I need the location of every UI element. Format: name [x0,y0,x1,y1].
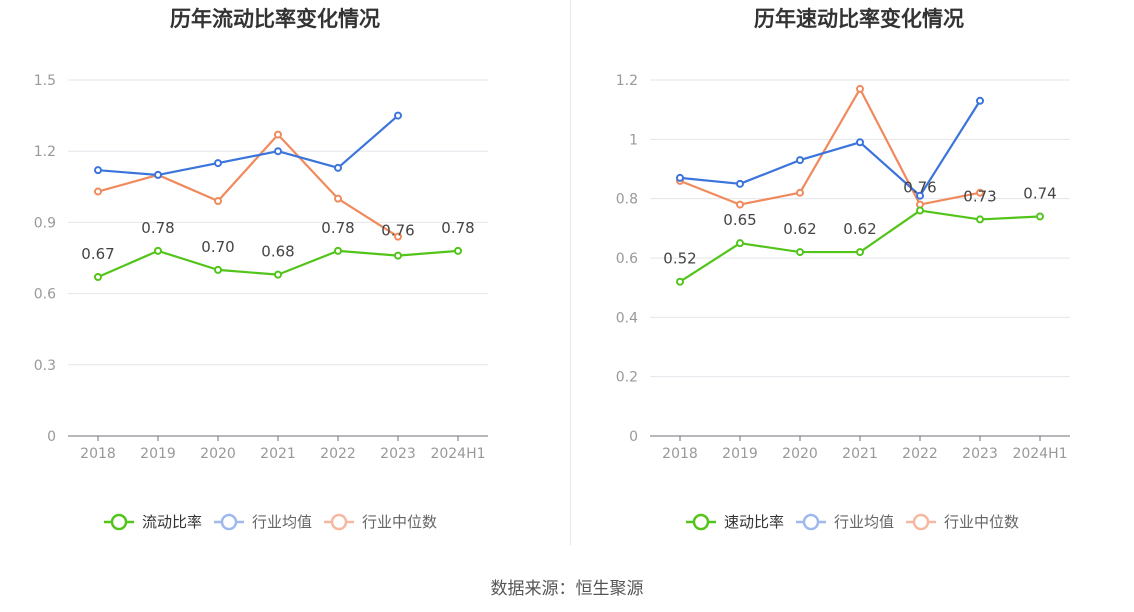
legend-marker [692,513,710,531]
legend-label: 行业中位数 [944,513,1019,531]
data-point [214,159,222,168]
data-label: 0.78 [441,219,474,237]
data-point [856,248,864,257]
x-tick-label: 2018 [662,446,698,462]
x-tick-label: 2024H1 [1012,446,1067,462]
y-tick-label: 0.6 [616,251,638,267]
data-label: 0.78 [321,219,354,237]
y-tick-label: 0.2 [616,370,638,386]
quick-ratio-chart: 历年速动比率变化情况 0 0.2 0.4 0.6 0.8 1 1.2 2018 2019 2020 2… [616,7,1070,531]
data-point [214,197,222,206]
data-point [856,84,864,93]
x-tick-label: 2022 [902,446,938,462]
legend-label: 流动比率 [142,513,202,531]
chart-title: 历年流动比率变化情况 [170,7,380,31]
data-point [394,251,402,260]
legend-label: 行业均值 [252,513,312,531]
data-label: 0.74 [1023,184,1056,202]
data-label: 0.73 [963,187,996,205]
y-tick-label: 0 [629,429,638,445]
data-point [916,206,924,215]
data-point [274,130,282,139]
series-line [97,133,399,238]
data-point [976,215,984,224]
y-tick-label: 0.8 [616,192,638,208]
data-label: 0.52 [663,250,696,268]
legend-marker [110,513,128,531]
x-tick-label: 2020 [782,446,818,462]
data-label: 0.62 [843,220,876,238]
legend-label: 速动比率 [724,513,784,531]
data-label: 0.67 [81,245,114,263]
chart-divider [570,0,571,545]
data-point [796,248,804,257]
legend-label: 行业中位数 [362,513,437,531]
data-point [676,277,684,286]
y-tick-label: 0.4 [616,310,638,326]
data-point [1036,212,1044,221]
x-tick-label: 2020 [200,446,236,462]
data-point [154,246,162,255]
data-point [976,188,984,197]
data-point [394,232,402,241]
x-tick-label: 2019 [722,446,758,462]
legend-marker [912,513,930,531]
data-point [736,200,744,209]
y-tick-label: 1 [629,132,638,148]
legend-marker [220,513,238,531]
y-tick-label: 0.3 [34,358,56,374]
legend-marker [802,513,820,531]
data-label: 0.62 [783,220,816,238]
legend-label: 行业均值 [834,513,894,531]
x-tick-label: 2019 [140,446,176,462]
data-point [94,187,102,196]
y-tick-label: 0.6 [34,287,56,303]
y-tick-label: 1.2 [34,144,56,160]
data-point [274,147,282,156]
data-point [676,173,684,182]
y-tick-label: 1.2 [616,73,638,89]
data-point [796,188,804,197]
data-point [856,138,864,147]
series-line [679,100,981,197]
data-point [274,270,282,279]
data-point [736,179,744,188]
y-tick-label: 1.5 [34,73,56,89]
x-tick-label: 2021 [260,446,296,462]
data-source: 数据来源：恒生聚源 [490,579,644,599]
data-point [154,170,162,179]
data-point [94,272,102,281]
data-point [214,265,222,274]
data-point [796,156,804,165]
data-point [454,246,462,255]
x-tick-label: 2023 [962,446,998,462]
x-tick-label: 2024H1 [430,446,485,462]
data-point [976,96,984,105]
y-tick-label: 0.9 [34,215,56,231]
y-tick-label: 0 [47,429,56,445]
data-point [736,239,744,248]
data-point [334,246,342,255]
data-point [94,166,102,175]
x-tick-label: 2018 [80,446,116,462]
series-line [679,87,981,206]
x-tick-label: 2021 [842,446,878,462]
x-tick-label: 2023 [380,446,416,462]
data-label: 0.76 [381,222,414,240]
data-point [394,111,402,120]
data-point [334,194,342,203]
data-label: 0.65 [723,211,756,229]
data-label: 0.78 [141,219,174,237]
data-label: 0.68 [261,243,294,261]
current-ratio-chart: 历年流动比率变化情况 0 0.3 0.6 0.9 1.2 1.5 2018 2019 2020 20… [34,7,488,531]
data-label: 0.70 [201,238,234,256]
data-point [916,191,924,200]
chart-title: 历年速动比率变化情况 [754,7,964,31]
data-label: 0.76 [903,179,936,197]
x-tick-label: 2022 [320,446,356,462]
series-line [97,114,399,177]
data-point [334,163,342,172]
legend-marker [330,513,348,531]
